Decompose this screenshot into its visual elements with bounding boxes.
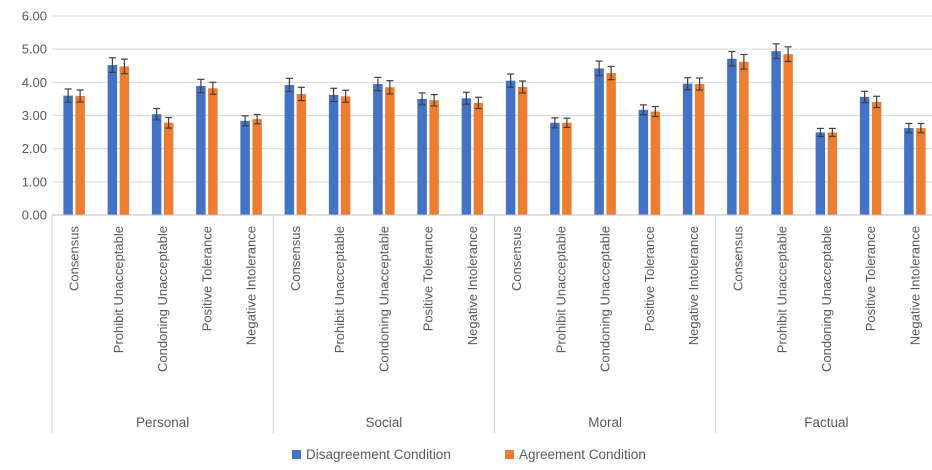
category-label: Prohibit Unacceptable <box>332 226 347 353</box>
bar <box>638 109 649 215</box>
bar <box>859 96 870 215</box>
error-bars <box>64 43 925 137</box>
group-label: Personal <box>136 415 189 430</box>
bar <box>163 122 174 215</box>
bar <box>385 87 395 215</box>
category-label: Condoning Unacceptable <box>155 226 170 372</box>
bar <box>517 86 528 215</box>
x-axis: Consensus Prohibit Unacceptable Condoning … <box>51 214 932 433</box>
bar <box>461 98 472 215</box>
bar <box>916 128 926 215</box>
category-label: Condoning Unacceptable <box>598 226 613 372</box>
y-tick-label: 6.00 <box>22 9 47 24</box>
y-tick-label: 4.00 <box>22 75 47 90</box>
bar <box>473 102 484 215</box>
bar <box>417 98 427 215</box>
bars <box>63 51 926 216</box>
bar <box>505 80 516 215</box>
y-tick-label: 2.00 <box>22 141 47 156</box>
bar <box>827 132 838 215</box>
category-label: Condoning Unacceptable <box>819 226 834 372</box>
bar <box>151 114 162 215</box>
category-label: Negative Intolerance <box>686 226 701 345</box>
legend-swatch <box>292 450 301 459</box>
bar <box>296 93 307 215</box>
bar <box>75 95 85 215</box>
bar <box>429 100 439 215</box>
category-label: Condoning Unacceptable <box>376 226 391 372</box>
legend-swatch <box>505 450 514 459</box>
gridlines <box>52 15 932 183</box>
bar <box>871 101 882 215</box>
y-tick-label: 1.00 <box>22 174 47 189</box>
legend-label: Disagreement Condition <box>306 447 451 462</box>
category-label: Positive Tolerance <box>863 226 878 331</box>
bar <box>606 73 616 216</box>
bar <box>904 128 914 215</box>
category-label: Positive Tolerance <box>199 226 214 331</box>
bar <box>340 96 351 215</box>
category-label: Prohibit Unacceptable <box>111 226 126 353</box>
category-label: Negative Intolerance <box>907 226 922 345</box>
category-label: Negative Intolerance <box>244 226 259 345</box>
category-label: Consensus <box>67 226 82 292</box>
category-label: Positive Tolerance <box>421 226 436 331</box>
bar <box>284 84 295 215</box>
bar <box>328 94 339 215</box>
y-tick-label: 3.00 <box>22 108 47 123</box>
bar <box>562 122 572 215</box>
bar <box>650 111 661 215</box>
bar <box>682 83 693 215</box>
category-label: Consensus <box>730 226 745 292</box>
bar <box>373 83 383 215</box>
group-label: Social <box>365 415 402 430</box>
bar <box>240 120 250 215</box>
category-label: Prohibit Unacceptable <box>553 226 568 353</box>
y-tick-label: 0.00 <box>22 208 47 223</box>
bar <box>550 122 560 215</box>
bar <box>107 65 118 215</box>
category-label: Negative Intolerance <box>465 226 480 345</box>
bar <box>63 95 73 215</box>
legend: Disagreement Condition Agreement Conditio… <box>292 447 646 462</box>
bar <box>739 61 749 215</box>
category-label: Prohibit Unacceptable <box>775 226 790 353</box>
bar <box>208 88 218 215</box>
bar <box>771 51 781 216</box>
group-label: Factual <box>804 415 848 430</box>
y-tick-label: 5.00 <box>22 42 47 57</box>
legend-label: Agreement Condition <box>519 447 646 462</box>
bar <box>694 83 705 215</box>
category-label: Consensus <box>288 226 303 292</box>
group-label: Moral <box>588 415 622 430</box>
bar <box>815 132 826 215</box>
bar <box>119 66 130 215</box>
category-label: Positive Tolerance <box>642 226 657 331</box>
bar <box>783 54 793 216</box>
bar <box>727 58 737 215</box>
bar <box>196 85 206 216</box>
bar <box>252 119 262 215</box>
y-axis: 0.00 1.00 2.00 3.00 4.00 5.00 6.00 <box>22 9 47 223</box>
category-label: Consensus <box>509 226 524 292</box>
bar <box>594 68 604 215</box>
